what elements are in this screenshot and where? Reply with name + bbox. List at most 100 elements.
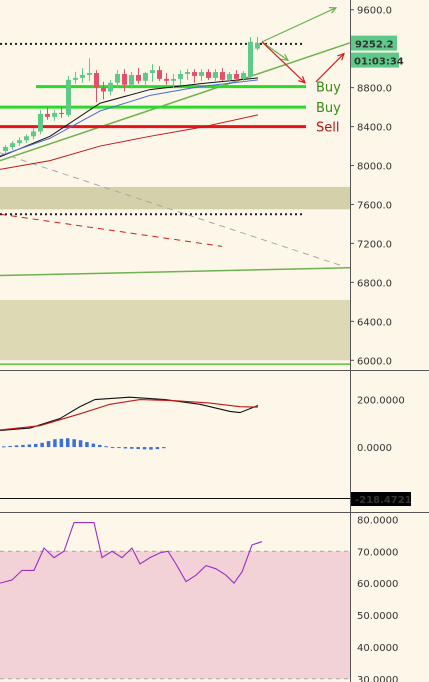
candle-body — [94, 73, 99, 88]
candle-body — [52, 112, 57, 117]
candle-body — [164, 78, 169, 81]
candle-body — [108, 82, 113, 92]
trendline — [0, 267, 351, 277]
candle — [122, 69, 127, 92]
price-tick-label: 8400.0 — [357, 123, 392, 134]
macd-histogram-bar — [27, 444, 32, 448]
rsi-line — [0, 522, 263, 584]
macd-histogram-bar — [110, 447, 115, 449]
macd-histogram-bar — [104, 446, 108, 448]
candle-body — [227, 74, 232, 80]
candle-body — [199, 72, 204, 76]
candle-body — [220, 72, 225, 80]
last-price-value: 9252.2 — [355, 40, 394, 51]
candle-body — [136, 74, 141, 81]
candle — [31, 128, 36, 140]
candle — [234, 70, 239, 81]
candle — [10, 141, 15, 150]
macd-histogram-bar — [130, 447, 134, 449]
candle-body — [213, 72, 218, 78]
macd-series-line — [0, 396, 259, 431]
macd-histogram-bar — [2, 446, 6, 448]
arrow-head — [337, 52, 345, 61]
candle — [73, 72, 78, 84]
rsi-band — [0, 551, 350, 679]
candle — [52, 110, 57, 121]
candle-body — [115, 74, 120, 83]
candle-body — [24, 136, 29, 141]
candle-body — [143, 73, 148, 81]
candle — [17, 137, 22, 147]
candle — [136, 68, 141, 84]
macd-histogram-bar — [85, 442, 89, 448]
candle — [101, 81, 106, 100]
arrow-head — [328, 7, 338, 14]
candle — [66, 75, 71, 117]
arrow-head — [298, 76, 306, 84]
price-tick-label: 9600.0 — [357, 6, 392, 17]
rsi-tick-label: 30.0000 — [357, 675, 398, 682]
candle — [199, 69, 204, 81]
macd-histogram-bar — [117, 447, 121, 449]
macd-histogram-bar — [149, 447, 153, 450]
candle — [3, 145, 8, 154]
candle — [157, 66, 162, 81]
candle-body — [73, 77, 78, 80]
candle — [220, 68, 225, 81]
candle — [94, 70, 99, 103]
macd-histogram-bar — [46, 441, 51, 448]
candle — [80, 68, 85, 83]
candle-body — [248, 41, 253, 76]
moving-average-line — [0, 79, 259, 157]
level-label: Sell — [316, 121, 339, 136]
candle — [192, 69, 197, 83]
candle-body — [185, 72, 190, 74]
candle — [164, 73, 169, 85]
candle-body — [206, 72, 211, 78]
candle — [213, 69, 218, 81]
zone-rect — [0, 299, 350, 361]
macd-histogram-bar — [21, 444, 25, 448]
candle-body — [171, 78, 176, 81]
macd-value: -218.4721 — [355, 495, 412, 506]
candle-body — [59, 112, 64, 114]
candle-body — [101, 87, 106, 92]
candle-body — [17, 140, 22, 144]
candle — [206, 69, 211, 80]
trendline — [0, 213, 223, 247]
macd-histogram-bar — [98, 444, 102, 448]
candle-body — [45, 113, 50, 117]
candle — [255, 37, 260, 51]
candle — [129, 72, 134, 89]
macd-histogram-bar — [14, 445, 19, 448]
candle — [143, 72, 148, 85]
candle — [24, 134, 29, 144]
trendline — [0, 42, 351, 162]
macd-histogram-bar — [66, 438, 70, 448]
candle-body — [3, 147, 8, 151]
macd-histogram-bar — [59, 438, 64, 448]
candle — [150, 64, 155, 82]
zone-rect — [0, 186, 350, 210]
candle-body — [10, 143, 15, 148]
price-tick-label: 7600.0 — [357, 200, 392, 211]
candle — [115, 70, 120, 88]
candle — [227, 72, 232, 83]
price-tick-label: 6000.0 — [357, 356, 392, 367]
macd-histogram-bar — [53, 439, 57, 448]
candle — [45, 107, 50, 120]
candle-body — [255, 42, 260, 49]
price-tick-label: 8000.0 — [357, 162, 392, 173]
level-label: Buy — [316, 81, 341, 96]
candle — [108, 79, 113, 96]
projection-arrow — [315, 53, 345, 83]
macd-histogram-bar — [91, 443, 96, 448]
macd-tick-label: 0.0000 — [357, 443, 392, 454]
macd-histogram-bar — [162, 447, 166, 449]
price-tick-label: 8800.0 — [357, 84, 392, 95]
price-tick-label: 6400.0 — [357, 317, 392, 328]
macd-histogram-bar — [123, 447, 128, 449]
macd-histogram-bar — [136, 447, 140, 450]
price-tick-label: 7200.0 — [357, 239, 392, 250]
